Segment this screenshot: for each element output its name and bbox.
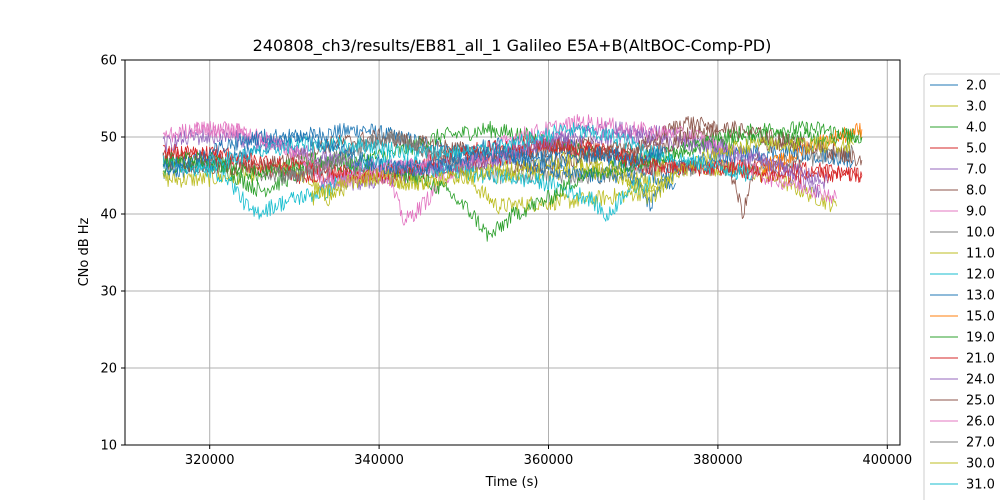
y-axis-title: CNo dB Hz [77, 217, 92, 286]
series-line-15-0 [759, 122, 863, 176]
legend-label: 4.0 [966, 121, 987, 136]
legend: 2.0 3.0 4.0 5.0 7.0 8.0 9.0 10.0 11.0 12.0 13.0 15.… [923, 73, 1000, 500]
series-line-25-0 [514, 120, 863, 174]
x-tick-label: 400000 [862, 453, 912, 468]
plot-frame [124, 59, 901, 446]
legend-label: 10.0 [966, 226, 995, 241]
legend-label: 9.0 [966, 205, 987, 220]
legend-label: 15.0 [966, 310, 995, 325]
legend-label: 30.0 [966, 457, 995, 472]
x-axis-title: Time (s) [485, 475, 539, 490]
series-line-24-0 [162, 128, 829, 190]
y-tick-label: 60 [100, 54, 117, 69]
legend-label: 2.0 [966, 79, 987, 94]
legend-label: 27.0 [966, 436, 995, 451]
series-line-33-0 [162, 128, 668, 177]
legend-items: 2.0 3.0 4.0 5.0 7.0 8.0 9.0 10.0 11.0 12.0 13.0 15.… [930, 79, 995, 493]
legend-frame [923, 73, 1000, 500]
legend-label: 26.0 [966, 415, 995, 430]
legend-label: 13.0 [966, 289, 995, 304]
series-line-21-0 [162, 136, 863, 185]
series-layer [162, 114, 863, 242]
series-line-26-0 [192, 122, 431, 189]
legend-label: 25.0 [966, 394, 995, 409]
x-tick-label: 360000 [524, 453, 574, 468]
legend-label: 12.0 [966, 268, 995, 283]
legend-label: 21.0 [966, 352, 995, 367]
legend-label: 3.0 [966, 100, 987, 115]
x-tick-label: 380000 [693, 453, 743, 468]
legend-label: 24.0 [966, 373, 995, 388]
y-tick-label: 30 [100, 285, 117, 300]
axis-ticks: 320000 340000 360000 380000 400000 10 20 30 40 50… [100, 54, 912, 469]
x-tick-label: 340000 [354, 453, 404, 468]
x-tick-label: 320000 [185, 453, 235, 468]
series-line-19-0 [162, 128, 863, 242]
y-tick-label: 10 [100, 439, 117, 454]
series-line-30-0 [310, 136, 854, 206]
y-tick-label: 20 [100, 362, 117, 377]
chart-title: 240808_ch3/results/EB81_all_1 Galileo E5… [253, 36, 772, 56]
legend-label: 7.0 [966, 163, 987, 178]
y-tick-label: 50 [100, 131, 117, 146]
legend-label: 11.0 [966, 247, 995, 262]
legend-label: 31.0 [966, 478, 995, 493]
y-tick-label: 40 [100, 208, 117, 223]
legend-label: 19.0 [966, 331, 995, 346]
legend-label: 5.0 [966, 142, 987, 157]
legend-label: 8.0 [966, 184, 987, 199]
